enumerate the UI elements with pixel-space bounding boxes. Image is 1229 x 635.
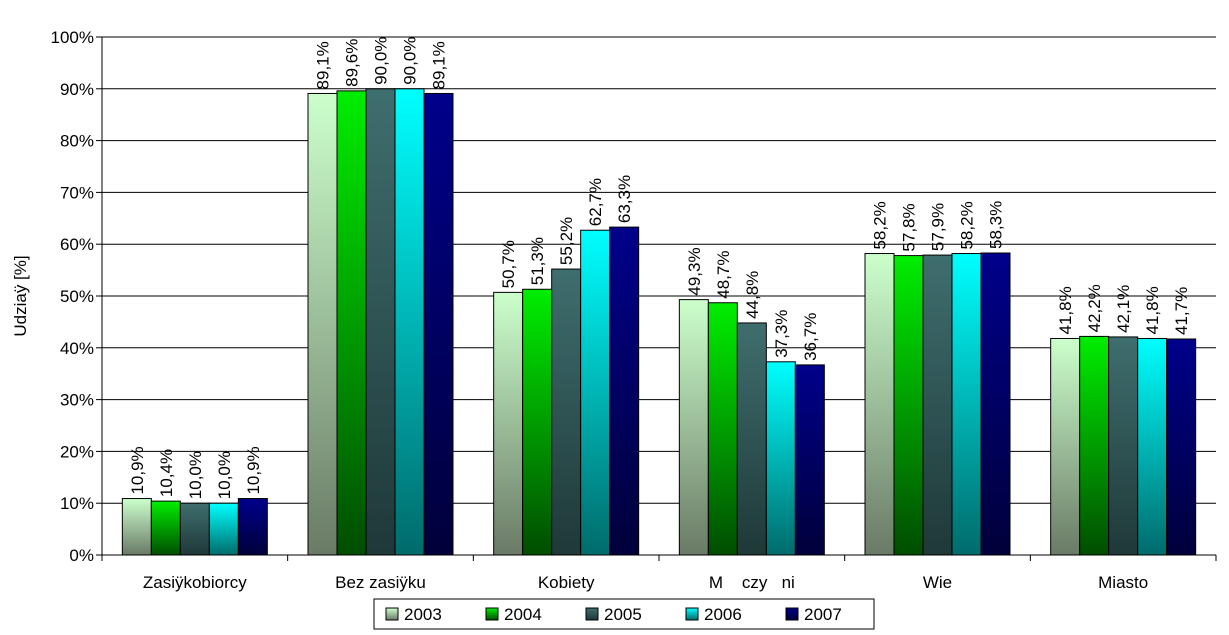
y-tick-label: 40%	[60, 339, 94, 358]
legend-label: 2004	[504, 605, 542, 624]
y-tick-label: 50%	[60, 287, 94, 306]
data-label: 41,8%	[1143, 286, 1162, 334]
bar-2005	[1108, 336, 1139, 556]
bar-2003	[864, 253, 895, 556]
y-tick-label: 60%	[60, 235, 94, 254]
bar-2003	[678, 299, 709, 556]
legend: 2003 2004 2005 2006 2007	[373, 598, 875, 630]
data-label: 57,8%	[900, 203, 919, 251]
data-label: 36,7%	[801, 313, 820, 361]
data-label: 10,0%	[186, 451, 205, 499]
legend-label: 2007	[804, 605, 842, 624]
legend-swatch-2003	[385, 607, 399, 621]
data-label: 89,1%	[314, 41, 333, 89]
x-tick-label: Kobiety	[538, 573, 595, 592]
gridlines	[96, 36, 1217, 561]
data-labels: 10,9% 10,4% 10,0% 10,0% 10,9% 89,1% 89,6% 90,0%…	[128, 37, 1191, 500]
y-tick-label: 0%	[69, 546, 94, 565]
x-tick-labels: Zasiÿkobiorcy Bez zasiÿku Kobiety M czy ni W…	[143, 573, 1148, 592]
legend-swatch-2007	[785, 607, 799, 621]
data-label: 58,2%	[958, 201, 977, 249]
bar-2004	[522, 288, 553, 556]
data-label: 62,7%	[586, 178, 605, 226]
data-label: 42,2%	[1085, 284, 1104, 332]
bar-2006	[951, 253, 982, 556]
x-tick-label: M czy ni	[709, 573, 795, 592]
bar-2003	[1050, 337, 1081, 556]
x-tick-label: Bez zasiÿku	[335, 573, 426, 592]
y-tick-label: 100%	[51, 28, 94, 47]
bar-2005	[551, 268, 582, 556]
data-label: 50,7%	[499, 240, 518, 288]
bar-2004	[1079, 335, 1110, 556]
bar-2004	[336, 90, 367, 556]
bar-2004	[150, 500, 181, 556]
bar-2006	[765, 361, 796, 556]
y-tick-label: 30%	[60, 391, 94, 410]
y-tick-label: 70%	[60, 183, 94, 202]
bar-2003	[493, 291, 524, 556]
bar-2004	[707, 302, 738, 556]
data-label: 58,3%	[987, 201, 1006, 249]
bars	[121, 88, 1197, 556]
bar-2006	[1137, 337, 1168, 556]
bar-2005	[922, 254, 953, 556]
data-label: 90,0%	[401, 37, 420, 85]
y-tick-label: 10%	[60, 494, 94, 513]
bar-2007	[794, 364, 825, 556]
y-axis-label: Udziaÿ [%]	[11, 255, 30, 336]
bar-2007	[609, 226, 640, 556]
data-label: 89,1%	[430, 41, 449, 89]
data-label: 48,7%	[714, 251, 733, 299]
x-tick-label: Wie	[923, 573, 952, 592]
data-label: 89,6%	[343, 39, 362, 87]
data-label: 58,2%	[871, 201, 890, 249]
legend-swatch-2006	[685, 607, 699, 621]
legend-label: 2003	[404, 605, 442, 624]
y-tick-label: 20%	[60, 442, 94, 461]
bar-2007	[237, 498, 268, 556]
bar-2004	[893, 255, 924, 556]
data-label: 41,7%	[1172, 287, 1191, 335]
data-label: 57,9%	[929, 203, 948, 251]
legend-swatch-2004	[485, 607, 499, 621]
data-label: 90,0%	[372, 37, 391, 85]
bar-2007	[423, 92, 454, 556]
x-tick-label: Zasiÿkobiorcy	[143, 573, 247, 592]
data-label: 41,8%	[1056, 286, 1075, 334]
bar-2007	[980, 252, 1011, 556]
data-label: 10,4%	[157, 449, 176, 497]
bar-2005	[736, 322, 767, 556]
bar-2005	[365, 88, 396, 556]
bar-2006	[208, 502, 239, 556]
data-label: 10,0%	[215, 451, 234, 499]
data-label: 55,2%	[557, 217, 576, 265]
data-label: 37,3%	[772, 310, 791, 358]
bar-2007	[1166, 338, 1197, 556]
data-label: 49,3%	[685, 247, 704, 295]
legend-label: 2006	[704, 605, 742, 624]
y-tick-label: 90%	[60, 80, 94, 99]
bar-2006	[580, 229, 611, 556]
bar-2005	[179, 502, 210, 556]
y-tick-labels: 0% 10% 20% 30% 40% 50% 60% 70% 80% 90% 100%	[51, 28, 94, 565]
data-label: 51,3%	[528, 237, 547, 285]
data-label: 10,9%	[128, 446, 147, 494]
bar-2003	[121, 498, 152, 556]
legend-swatch-2005	[585, 607, 599, 621]
legend-label: 2005	[604, 605, 642, 624]
bar-2006	[394, 88, 425, 556]
data-label: 63,3%	[615, 175, 634, 223]
data-label: 10,9%	[244, 446, 263, 494]
bar-2003	[307, 92, 338, 556]
data-label: 42,1%	[1114, 285, 1133, 333]
y-tick-label: 80%	[60, 132, 94, 151]
x-tick-label: Miasto	[1098, 573, 1148, 592]
data-label: 44,8%	[743, 271, 762, 319]
